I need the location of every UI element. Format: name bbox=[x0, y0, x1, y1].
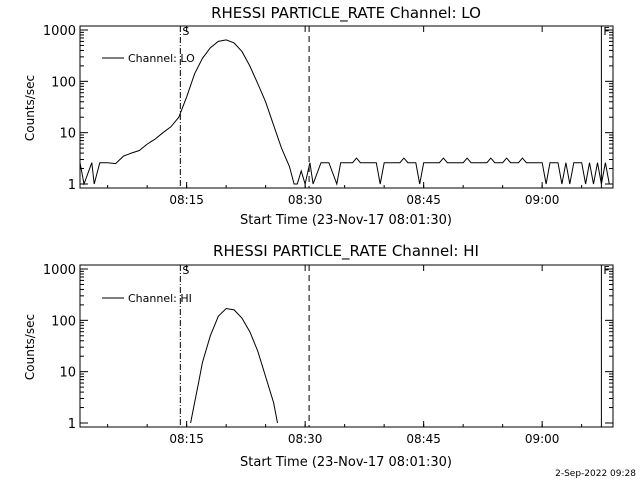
hi-series-line bbox=[190, 307, 278, 424]
lo-marker-label: S bbox=[182, 25, 189, 38]
hi-marker-label: F bbox=[603, 264, 609, 277]
hi-channel-panel: RHESSI PARTICLE_RATE Channel: HI Counts/… bbox=[23, 242, 614, 470]
lo-y-tick-label: 100 bbox=[51, 75, 76, 90]
lo-x-tick-label: 09:00 bbox=[525, 193, 560, 207]
hi-chart-title: RHESSI PARTICLE_RATE Channel: HI bbox=[213, 242, 479, 261]
hi-y-tick-label: 100 bbox=[51, 314, 76, 329]
hi-y-tick-label: 10 bbox=[59, 366, 76, 381]
hi-y-tick-label: 1 bbox=[68, 417, 76, 432]
lo-y-tick-label: 1 bbox=[68, 178, 76, 193]
lo-chart-title: RHESSI PARTICLE_RATE Channel: LO bbox=[211, 4, 481, 23]
hi-legend-label: Channel: HI bbox=[128, 292, 192, 305]
lo-x-tick-label: 08:15 bbox=[169, 193, 204, 207]
lo-plot-frame bbox=[79, 25, 614, 189]
hi-x-tick-label: 08:30 bbox=[288, 432, 323, 446]
hi-x-tick-label: 08:45 bbox=[406, 432, 441, 446]
lo-y-tick-label: 10 bbox=[59, 127, 76, 142]
lo-x-tick-label: 08:45 bbox=[406, 193, 441, 207]
lo-legend-label: Channel: LO bbox=[128, 52, 195, 65]
footer-timestamp: 2-Sep-2022 09:28 bbox=[555, 469, 636, 479]
hi-y-axis-label: Counts/sec bbox=[23, 314, 37, 380]
hi-x-tick-label: 09:00 bbox=[525, 432, 560, 446]
lo-channel-panel: RHESSI PARTICLE_RATE Channel: LO Counts/… bbox=[23, 4, 614, 228]
lo-marker-label: F bbox=[603, 25, 609, 38]
lo-series-line bbox=[79, 39, 610, 186]
hi-y-tick-label: 1000 bbox=[43, 263, 76, 278]
lo-y-tick-label: 1000 bbox=[43, 24, 76, 39]
lo-x-axis-label: Start Time (23-Nov-17 08:01:30) bbox=[240, 213, 452, 228]
lo-y-axis-label: Counts/sec bbox=[23, 75, 37, 141]
lo-x-tick-label: 08:30 bbox=[288, 193, 323, 207]
hi-marker-label: S bbox=[182, 264, 189, 277]
hi-x-axis-label: Start Time (23-Nov-17 08:01:30) bbox=[240, 455, 452, 470]
hi-x-tick-label: 08:15 bbox=[169, 432, 204, 446]
hi-plot-frame bbox=[79, 264, 614, 428]
